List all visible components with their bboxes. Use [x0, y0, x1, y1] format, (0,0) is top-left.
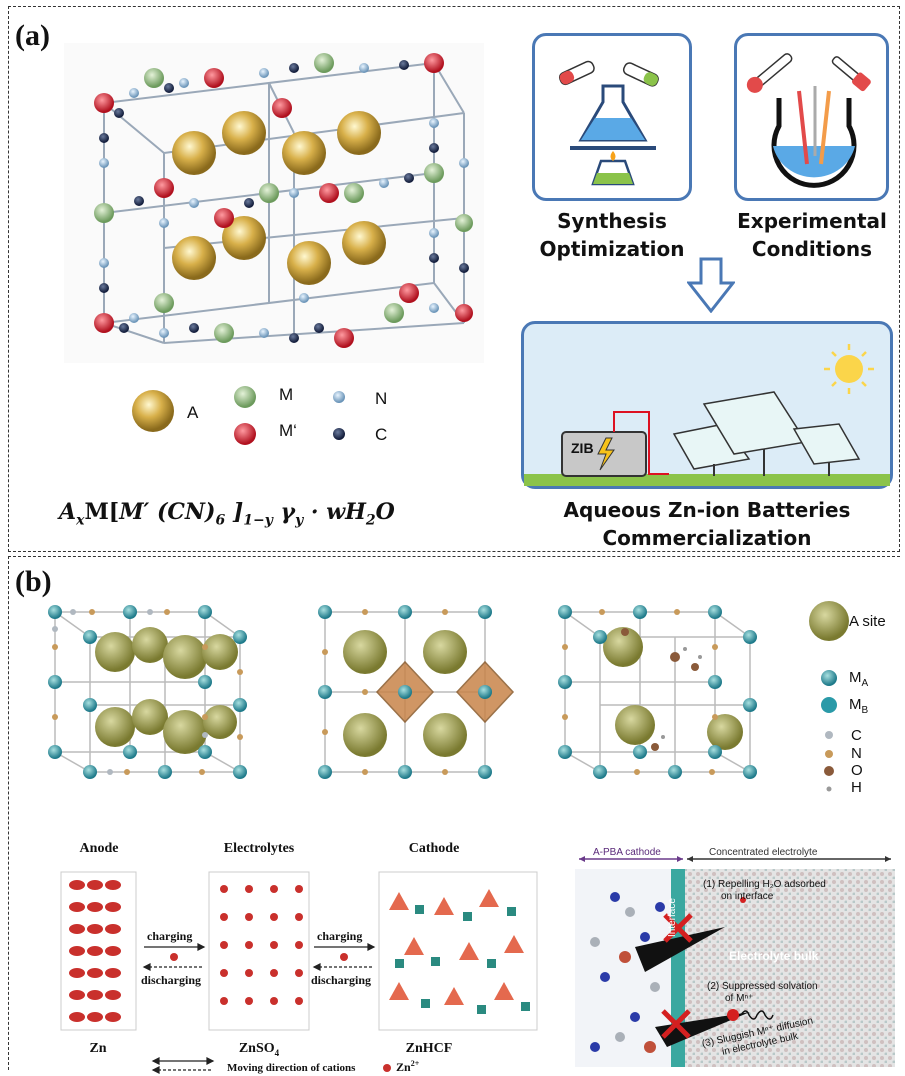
legend-n-label: N: [375, 389, 388, 408]
lattice-legend-markers: [132, 386, 345, 445]
down-arrow-icon: [687, 257, 735, 313]
legend-n-label-b: N: [851, 745, 862, 762]
panel-b: (b): [8, 556, 900, 1074]
a-pba-cathode-label: A-PBA cathode: [593, 847, 661, 858]
step-2-text: (2) Suppressed solvation of Mⁿ⁺: [707, 981, 818, 1004]
legend-ma-label: MA: [849, 669, 869, 689]
zib-label: ZIB: [571, 440, 594, 456]
zib-solar-illustration: [521, 321, 893, 489]
legend-h-label: H: [851, 779, 862, 796]
panel-a-label: (a): [15, 19, 50, 52]
interface-label: Interface: [667, 898, 678, 937]
concentrated-electrolyte-label: Concentrated electrolyte: [709, 847, 818, 858]
experimental-caption: Experimental Conditions: [737, 209, 887, 261]
legend-a-label: A: [187, 403, 199, 422]
step-1-text: (1) Repelling H₂O adsorbed on interface: [703, 879, 826, 902]
panel-b-label: (b): [15, 565, 52, 598]
pba-structure-views: [48, 605, 757, 779]
legend-m-label: M: [279, 385, 294, 404]
electrolyte-bulk-label: Electrolyte bulk: [729, 949, 819, 963]
pba-general-formula: AxM[M′ (CN)6 ]1−y γy · wH2O: [59, 499, 395, 529]
zn-label: Zn: [89, 1041, 107, 1056]
panel-a: (a): [8, 6, 900, 552]
moving-direction-arrows: [151, 1057, 215, 1074]
interface-diagram: [575, 856, 895, 1067]
moving-direction-caption: Moving direction of cations: [227, 1062, 356, 1074]
commercialization-caption: Aqueous Zn-ion Batteries Commercializatio…: [563, 498, 851, 550]
battery-mechanism-diagram: [60, 871, 538, 1031]
legend-o-label: O: [851, 762, 863, 779]
legend-m-prime-label: M‘: [279, 421, 297, 440]
legend-c-label: C: [375, 425, 388, 444]
charging-label-1: charging: [147, 929, 193, 943]
pba-lattice-illustration: [64, 43, 484, 363]
legend-mb-label: MB: [849, 696, 869, 716]
cathode-title: Cathode: [408, 841, 460, 856]
legend-c-label-b: C: [851, 727, 862, 744]
zn-ion-label: Zn2+: [396, 1059, 420, 1074]
experimental-icon-box: [734, 33, 889, 201]
reactor-flask-icon: [746, 53, 871, 188]
synthesis-caption: Synthesis Optimization: [539, 209, 685, 261]
structure-legend-markers: [809, 601, 849, 792]
synthesis-icon-box: [532, 33, 692, 201]
znhcf-label: ZnHCF: [405, 1041, 453, 1056]
legend-a-site-label: A site: [849, 613, 886, 630]
discharging-label-1: discharging: [141, 973, 202, 987]
solar-panel-scene: [524, 344, 890, 486]
charging-label-2: charging: [317, 929, 363, 943]
lab-flask-icon: [558, 60, 659, 186]
znso4-label: ZnSO4: [238, 1041, 280, 1058]
anode-title: Anode: [79, 841, 119, 856]
electrolytes-title: Electrolytes: [223, 841, 295, 856]
zn-ion-marker: [383, 1064, 391, 1072]
discharging-label-2: discharging: [311, 973, 372, 987]
